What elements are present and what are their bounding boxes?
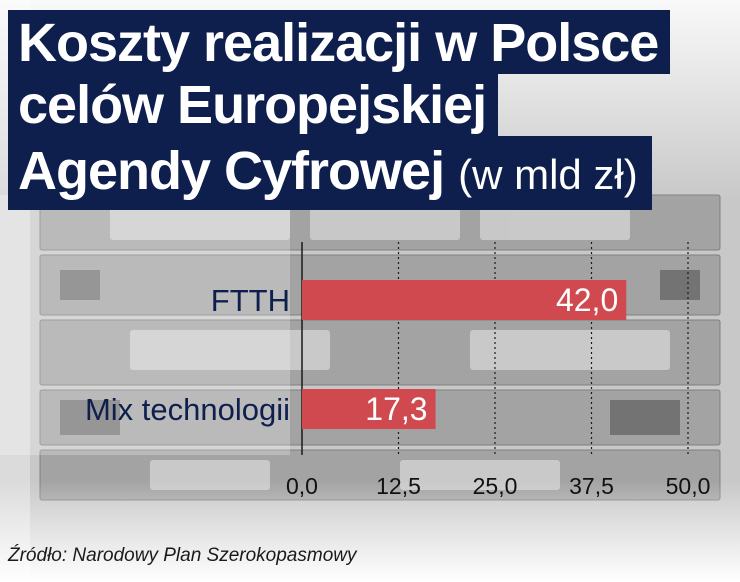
bar-value-label: 42,0 (556, 282, 618, 318)
title-text-2: celów Europejskiej (18, 75, 487, 135)
x-tick-label: 12,5 (376, 473, 421, 499)
bar (302, 389, 436, 429)
title-text-3: Agendy Cyfrowej (18, 141, 445, 201)
x-tick-label: 37,5 (569, 473, 614, 499)
bar-value-label: 17,3 (365, 391, 427, 427)
chart-title-line-3: Agendy Cyfrowej (w mld zł) (8, 136, 652, 210)
title-text-1: Koszty realizacji w Polsce (18, 13, 659, 73)
chart-title-line-1: Koszty realizacji w Polsce (8, 10, 671, 74)
x-tick-label: 0,0 (286, 473, 318, 499)
category-label: Mix technologii (85, 392, 290, 427)
x-tick-label: 50,0 (666, 473, 711, 499)
bar (302, 280, 627, 320)
bar-chart: 0,0 12,5 25,0 37,5 50,0 42,0 FTTH 17,3 Mix techn… (85, 242, 711, 499)
x-tick-label: 25,0 (473, 473, 518, 499)
source-note: Źródło: Narodowy Plan Szerokopasmowy (8, 545, 357, 566)
chart-title-line-2: celów Europejskiej (8, 74, 499, 136)
category-label: FTTH (211, 283, 290, 318)
title-unit: (w mld zł) (458, 151, 638, 198)
